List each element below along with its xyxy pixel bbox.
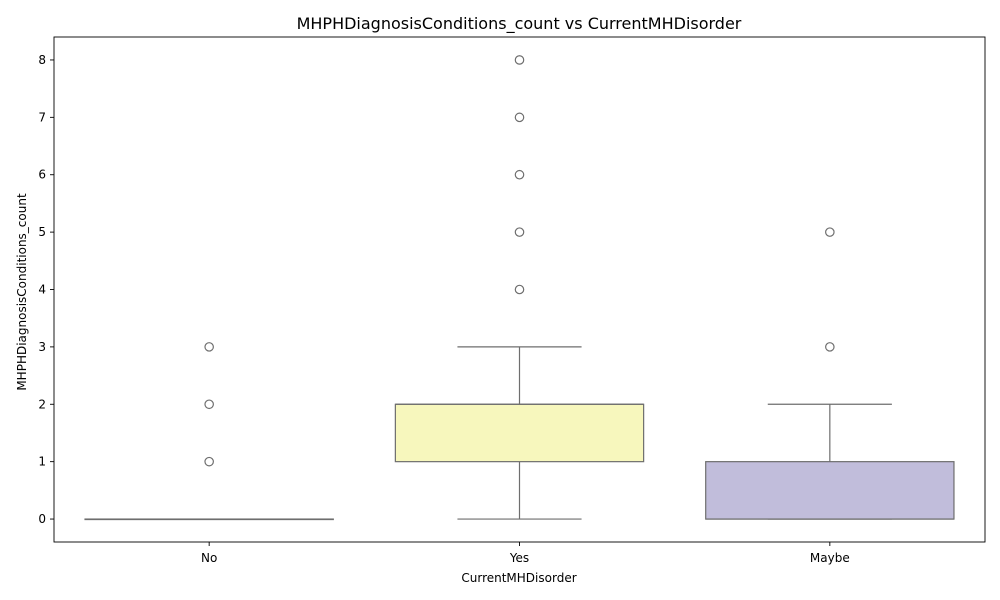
outlier-point	[514, 227, 525, 237]
y-axis-title: MHPHDiagnosisConditions_count	[15, 193, 29, 391]
box-group-maybe	[705, 227, 955, 520]
box-group-yes	[394, 55, 645, 520]
x-tick-label: Maybe	[810, 551, 850, 565]
outlier-point	[514, 112, 525, 123]
y-tick-label: 8	[38, 53, 46, 67]
y-tick-label: 2	[38, 397, 46, 411]
y-tick-label: 6	[38, 168, 46, 182]
outlier-point	[204, 456, 214, 467]
x-tick-label: No	[201, 551, 217, 565]
y-tick-label: 4	[38, 283, 46, 297]
outlier-point	[825, 227, 835, 237]
box-series	[84, 55, 955, 521]
y-tick-label: 5	[38, 225, 46, 239]
y-tick-label: 3	[38, 340, 46, 354]
box-group-no	[84, 342, 334, 521]
outlier-point	[204, 399, 214, 410]
x-axis: No Yes Maybe	[201, 542, 850, 565]
y-axis: 0 1 2 3 4 5 6 7 8	[38, 53, 54, 526]
x-tick-label: Yes	[509, 551, 529, 565]
box-iqr	[394, 403, 645, 463]
outlier-point	[514, 169, 525, 180]
x-axis-title: CurrentMHDisorder	[461, 571, 576, 585]
y-tick-label: 1	[38, 455, 46, 469]
outlier-point	[825, 342, 835, 352]
outlier-point	[514, 284, 525, 295]
y-tick-label: 0	[38, 512, 46, 526]
outlier-point	[204, 342, 214, 352]
chart-title: MHPHDiagnosisConditions_count vs Current…	[297, 14, 742, 34]
outlier-point	[514, 55, 525, 65]
box-iqr	[705, 461, 955, 520]
y-tick-label: 7	[38, 110, 46, 124]
